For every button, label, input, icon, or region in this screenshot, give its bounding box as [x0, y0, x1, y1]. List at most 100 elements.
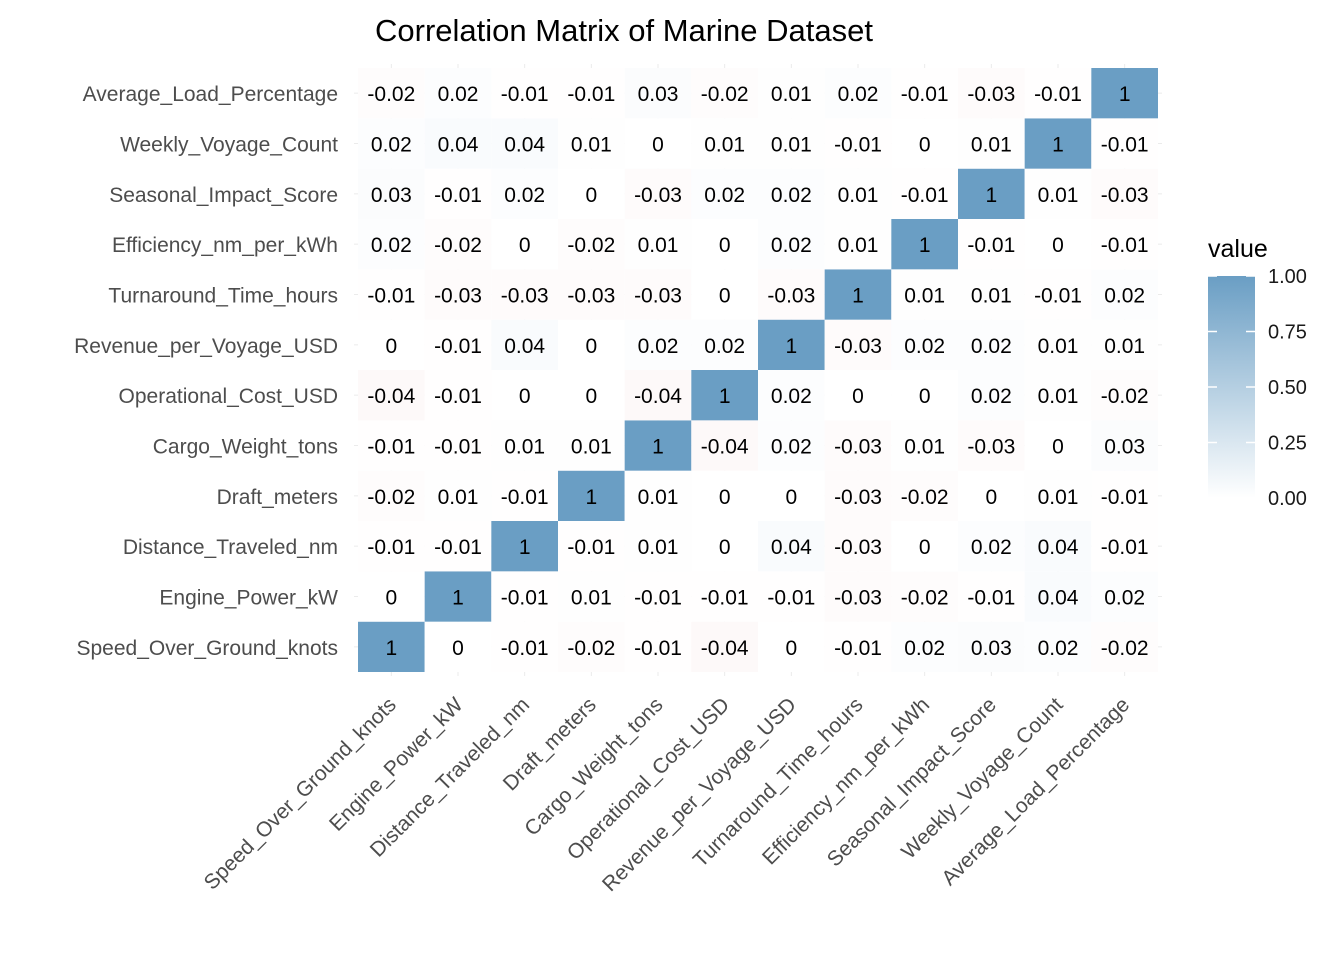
heatmap-cell [358, 571, 425, 622]
heatmap-cell [624, 168, 692, 219]
heatmap-cell [958, 219, 1025, 270]
cell-value-label: -0.01 [434, 335, 482, 358]
heatmap-cell [824, 470, 892, 521]
heatmap-cell [424, 219, 492, 270]
heatmap-cell [1024, 571, 1092, 622]
cell-value-label: 0 [785, 637, 797, 660]
heatmap-cell [491, 219, 558, 270]
cell-value-label: 0 [919, 134, 931, 157]
cell-value-label: -0.01 [1034, 285, 1082, 308]
cell-value-label: 0.02 [638, 335, 679, 358]
heatmap-cell [758, 521, 825, 572]
heatmap-cell [491, 571, 558, 622]
heatmap-cell [758, 370, 825, 421]
cell-value-label: 0.02 [971, 385, 1012, 408]
cell-value-label: 1 [852, 285, 864, 308]
heatmap-cell [824, 269, 892, 320]
heatmap-cell [424, 470, 492, 521]
heatmap-cell [624, 370, 692, 421]
heatmap-cell [958, 521, 1025, 572]
heatmap-cell [758, 571, 825, 622]
heatmap-cell [691, 521, 758, 572]
heatmap-cell [691, 68, 758, 119]
cell-value-label: -0.03 [834, 335, 882, 358]
heatmap-cell [758, 168, 825, 219]
cell-value-label: -0.01 [434, 436, 482, 459]
cell-value-label: -0.01 [767, 587, 815, 610]
cell-value-label: 1 [1119, 83, 1131, 106]
cell-value-label: 0.03 [371, 184, 412, 207]
y-tick-label: Seasonal_Impact_Score [109, 184, 338, 207]
heatmap-cell [758, 621, 825, 672]
heatmap-cell [1024, 420, 1092, 471]
heatmap-cell [758, 319, 825, 370]
heatmap-cell [491, 621, 558, 672]
color-legend: value 1.00 0.75 0.50 0.25 0.00 [1208, 235, 1307, 510]
heatmap-cell [624, 118, 692, 169]
cell-value-label: -0.01 [434, 184, 482, 207]
heatmap-cell [958, 118, 1025, 169]
cell-value-label: 1 [385, 637, 397, 660]
heatmap-cell [691, 571, 758, 622]
heatmap-cell [824, 219, 892, 270]
cell-labels: 1 0 -0.01 -0.02 -0.01 -0.04 0 -0.01 0.02 0.03 0.02… [367, 83, 1148, 660]
cell-value-label: -0.01 [634, 587, 682, 610]
heatmap-cell [824, 621, 892, 672]
cell-value-label: 0.01 [704, 134, 745, 157]
cell-value-label: 0 [719, 536, 731, 559]
cell-value-label: 0.01 [1038, 184, 1079, 207]
y-tick-label: Turnaround_Time_hours [108, 285, 338, 308]
cell-value-label: -0.02 [901, 587, 949, 610]
heatmap-cell [558, 269, 625, 320]
cell-value-label: 0.01 [771, 134, 812, 157]
heatmap-cell [424, 269, 492, 320]
heatmap-cell [758, 118, 825, 169]
cell-value-label: -0.01 [1034, 83, 1082, 106]
heatmap-cell [958, 269, 1025, 320]
cell-value-label: 0 [1052, 436, 1064, 459]
cell-value-label: 0.04 [438, 134, 479, 157]
heatmap-cell [758, 420, 825, 471]
cell-value-label: -0.01 [367, 285, 415, 308]
heatmap-cell [1091, 269, 1158, 320]
heatmap-cell [958, 168, 1025, 219]
heatmap-cell [691, 219, 758, 270]
heatmap-cell [891, 621, 958, 672]
cell-value-label: 0.02 [371, 134, 412, 157]
cell-value-label: 1 [985, 184, 997, 207]
heatmap-cell [958, 621, 1025, 672]
cell-value-label: -0.01 [501, 587, 549, 610]
heatmap-cell [691, 319, 758, 370]
cell-value-label: 0.02 [438, 83, 479, 106]
y-tick-label: Operational_Cost_USD [119, 385, 338, 408]
cell-value-label: 0 [519, 234, 531, 257]
cell-value-label: 0.01 [904, 436, 945, 459]
heatmap-cell [824, 571, 892, 622]
y-tick-label: Speed_Over_Ground_knots [76, 637, 338, 660]
heatmap-cell [1024, 118, 1092, 169]
cell-value-label: 0.01 [504, 436, 545, 459]
heatmap-cell [891, 68, 958, 119]
cell-value-label: 0 [385, 587, 397, 610]
heatmap-cell [424, 168, 492, 219]
cell-value-label: 0.01 [971, 134, 1012, 157]
cell-value-label: -0.02 [1101, 637, 1149, 660]
cell-value-label: -0.03 [834, 587, 882, 610]
heatmap-cell [358, 68, 425, 119]
cell-value-label: 0.04 [1038, 587, 1079, 610]
heatmap-cell [958, 68, 1025, 119]
cell-value-label: 0.02 [771, 234, 812, 257]
heatmap-cell [624, 521, 692, 572]
heatmap-cell [958, 420, 1025, 471]
heatmap-cell [891, 470, 958, 521]
heatmap-cell [558, 168, 625, 219]
cell-value-label: 0.03 [638, 83, 679, 106]
cell-value-label: 0.02 [704, 184, 745, 207]
heatmap-cell [358, 168, 425, 219]
cell-value-label: 1 [785, 335, 797, 358]
cell-value-label: -0.01 [501, 83, 549, 106]
heatmap-cell [558, 319, 625, 370]
heatmap-cell [691, 168, 758, 219]
cell-value-label: 0.02 [971, 536, 1012, 559]
cell-value-label: 0 [719, 285, 731, 308]
